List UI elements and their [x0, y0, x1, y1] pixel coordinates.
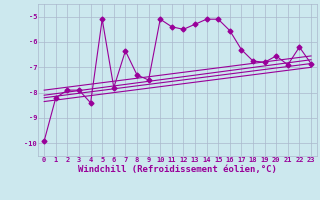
X-axis label: Windchill (Refroidissement éolien,°C): Windchill (Refroidissement éolien,°C): [78, 165, 277, 174]
